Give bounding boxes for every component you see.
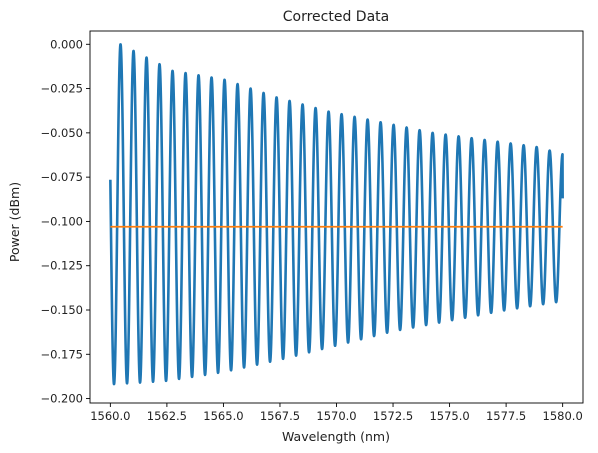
x-axis: 1560.0 1562.5 1565.0 1567.5 1570.0 1572.5 1575… — [90, 403, 583, 423]
x-tick-label: 1562.5 — [147, 409, 187, 423]
x-axis-label: Wavelength (nm) — [282, 429, 390, 444]
y-tick-label: −0.125 — [40, 259, 83, 273]
y-tick-label: −0.200 — [40, 392, 83, 406]
y-tick-label: −0.175 — [40, 347, 83, 361]
x-tick-label: 1560.0 — [90, 409, 130, 423]
y-axis-label: Power (dBm) — [7, 182, 22, 262]
y-tick-label: −0.100 — [40, 214, 83, 228]
plot-area — [89, 30, 584, 404]
y-tick-label: 0.000 — [50, 37, 83, 51]
y-tick-label: −0.075 — [40, 170, 83, 184]
y-axis: 0.000 −0.025 −0.050 −0.075 −0.100 −0.125 −0.15… — [40, 37, 90, 406]
x-tick-label: 1577.5 — [486, 409, 526, 423]
series-0-line — [109, 43, 564, 386]
y-tick-label: −0.025 — [40, 82, 83, 96]
x-tick-label: 1572.5 — [373, 409, 413, 423]
x-tick-label: 1567.5 — [260, 409, 300, 423]
chart-title: Corrected Data — [283, 9, 389, 25]
x-tick-label: 1570.0 — [316, 409, 356, 423]
y-tick-label: −0.150 — [40, 303, 83, 317]
x-tick-label: 1580.0 — [543, 409, 583, 423]
x-tick-label: 1565.0 — [203, 409, 243, 423]
x-tick-label: 1575.0 — [429, 409, 469, 423]
y-tick-label: −0.050 — [40, 126, 83, 140]
